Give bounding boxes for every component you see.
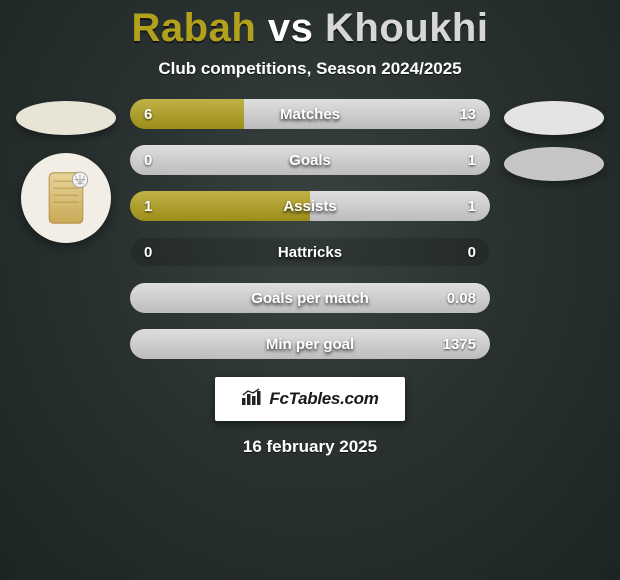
player1-club-logo bbox=[16, 101, 116, 135]
subtitle-text: Club competitions, Season 2024/2025 bbox=[158, 59, 461, 79]
brand-text: FcTables.com bbox=[269, 389, 378, 409]
comparison-bars: 613Matches01Goals11Assists00Hattricks0.0… bbox=[130, 99, 490, 359]
bar-fill-right bbox=[244, 99, 490, 129]
stat-bar: 0.08Goals per match bbox=[130, 283, 490, 313]
player1-name: Rabah bbox=[132, 6, 257, 50]
brand-badge-link[interactable]: FcTables.com bbox=[215, 377, 405, 421]
player1-avatar bbox=[21, 153, 111, 243]
bar-fill-right bbox=[130, 329, 490, 359]
stat-bar: 1375Min per goal bbox=[130, 329, 490, 359]
player2-club-logo bbox=[504, 101, 604, 135]
infographic-container: Rabah vs Khoukhi Club competitions, Seas… bbox=[0, 0, 620, 580]
comparison-title: Rabah vs Khoukhi bbox=[132, 6, 489, 51]
stat-bar: 11Assists bbox=[130, 191, 490, 221]
bar-value-right: 0 bbox=[468, 237, 476, 267]
stat-bar: 613Matches bbox=[130, 99, 490, 129]
bar-fill-right bbox=[130, 145, 490, 175]
chart-icon bbox=[241, 388, 263, 411]
player2-name: Khoukhi bbox=[325, 6, 488, 50]
bar-value-left: 0 bbox=[144, 145, 152, 175]
bar-value-left: 0 bbox=[144, 237, 152, 267]
bar-value-left: 1 bbox=[144, 191, 152, 221]
bar-value-right: 1375 bbox=[443, 329, 476, 359]
player1-side-column bbox=[16, 99, 116, 243]
bar-fill-right bbox=[310, 191, 490, 221]
bar-fill-right bbox=[130, 283, 490, 313]
bar-value-right: 1 bbox=[468, 145, 476, 175]
bar-value-right: 13 bbox=[459, 99, 476, 129]
vs-text: vs bbox=[268, 6, 314, 50]
bar-value-right: 0.08 bbox=[447, 283, 476, 313]
player2-side-column bbox=[504, 99, 604, 181]
bar-fill-left bbox=[130, 191, 310, 221]
stat-bar: 0 0Hattricks bbox=[130, 237, 490, 267]
content-row: 613Matches01Goals11Assists00Hattricks0.0… bbox=[0, 99, 620, 359]
stat-bar: 01Goals bbox=[130, 145, 490, 175]
bar-value-right: 1 bbox=[468, 191, 476, 221]
player2-nation-logo bbox=[504, 147, 604, 181]
bar-value-left: 6 bbox=[144, 99, 152, 129]
date-text: 16 february 2025 bbox=[243, 437, 377, 457]
player-silhouette-icon bbox=[31, 163, 101, 233]
bar-metric-label: Hattricks bbox=[130, 237, 490, 267]
